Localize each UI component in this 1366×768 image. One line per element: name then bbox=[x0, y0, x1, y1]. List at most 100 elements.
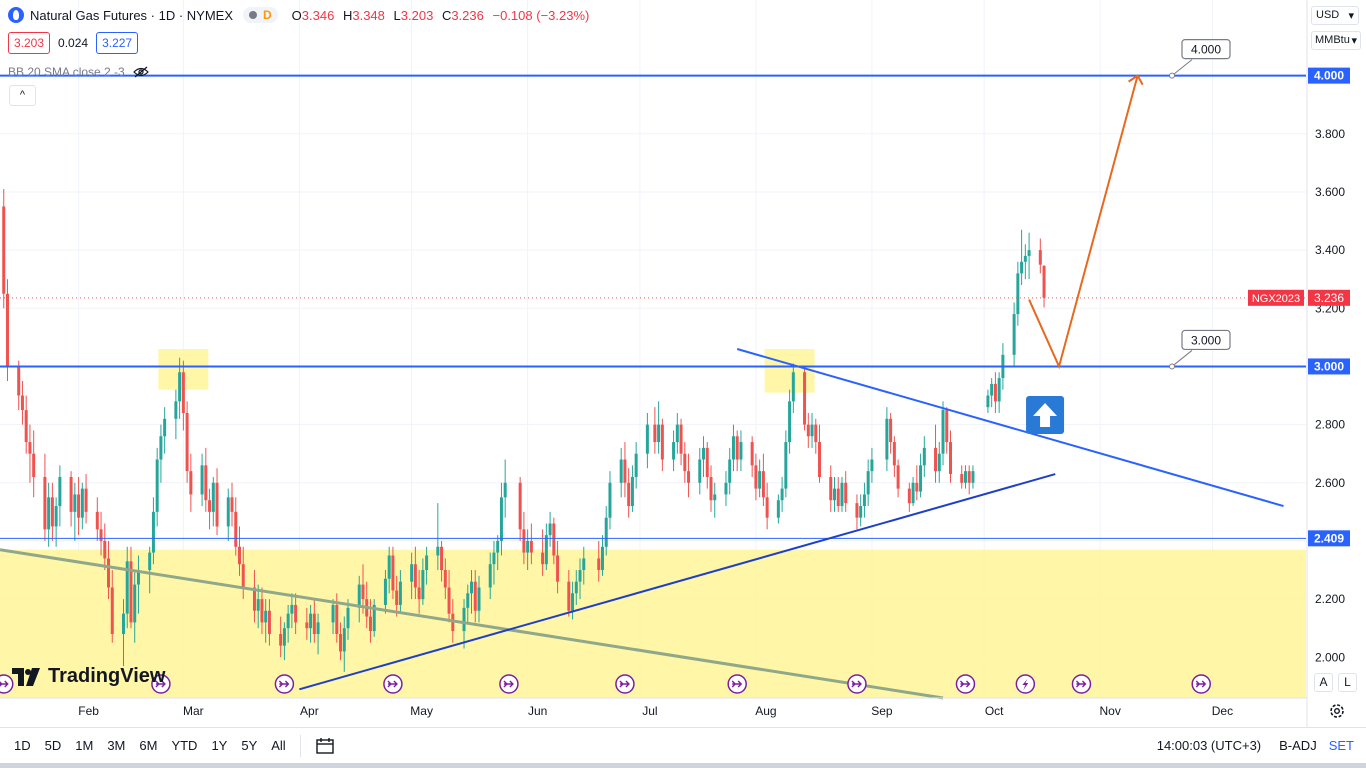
candle-body bbox=[567, 581, 571, 611]
candle-body bbox=[750, 442, 754, 466]
candle-body bbox=[896, 465, 900, 489]
candle-body bbox=[290, 604, 294, 614]
range-ytd[interactable]: YTD bbox=[171, 738, 198, 753]
last-price-label bbox=[1308, 289, 1350, 306]
arrow-glyph bbox=[503, 680, 514, 688]
symbol-title[interactable]: Natural Gas Futures · 1D · NYMEX bbox=[30, 7, 233, 23]
price-tick-label: 3.800 bbox=[1315, 127, 1345, 141]
change-value: −0.108 (−3.23%) bbox=[492, 7, 590, 23]
time-tick-label: Apr bbox=[300, 704, 319, 718]
candle-body bbox=[17, 366, 21, 396]
range-1m[interactable]: 1M bbox=[75, 738, 94, 753]
range-5y[interactable]: 5Y bbox=[241, 738, 258, 753]
candle-body bbox=[50, 497, 54, 527]
time-tick-label: May bbox=[410, 704, 433, 718]
candle-body bbox=[372, 604, 376, 632]
settlement-toggle[interactable]: SET bbox=[1328, 738, 1354, 753]
symbol-price-tag bbox=[1248, 289, 1304, 306]
candle-body bbox=[425, 555, 429, 571]
candle-body bbox=[279, 634, 283, 646]
back-adjust-toggle[interactable]: B-ADJ bbox=[1279, 738, 1317, 753]
candle-body bbox=[466, 593, 470, 608]
candle-body bbox=[870, 459, 874, 472]
candle-body bbox=[69, 476, 73, 512]
price-tick-label: 3.400 bbox=[1315, 243, 1345, 257]
last-price-text: 3.236 bbox=[1314, 291, 1344, 305]
hidden-eye-icon[interactable] bbox=[132, 66, 149, 78]
candle-body bbox=[151, 511, 155, 553]
toolbar-right: 14:00:03 (UTC+3) B-ADJ SET bbox=[1157, 738, 1366, 753]
candle-body bbox=[518, 482, 522, 530]
candle-body bbox=[440, 546, 444, 571]
range-1d[interactable]: 1D bbox=[14, 738, 31, 753]
candle-body bbox=[810, 424, 814, 437]
arrow-glyph bbox=[619, 680, 630, 688]
callout-box bbox=[1181, 329, 1231, 351]
log-scale-button[interactable]: L bbox=[1338, 673, 1357, 692]
time-tick-label: Feb bbox=[78, 704, 99, 718]
candle-body bbox=[556, 555, 560, 582]
candle-body bbox=[630, 476, 634, 507]
open-key: O bbox=[291, 7, 302, 23]
candle-body bbox=[623, 459, 627, 483]
range-3m[interactable]: 3M bbox=[107, 738, 126, 753]
candle-body bbox=[986, 395, 990, 408]
candle-body bbox=[1023, 255, 1027, 262]
forecast-arrowhead bbox=[1128, 74, 1144, 86]
collapse-legend-button[interactable]: ^ bbox=[9, 85, 36, 106]
ohlc-values: O3.346 H3.348 L3.203 C3.236 −0.108 (−3.2… bbox=[292, 8, 595, 23]
candle-body bbox=[410, 564, 414, 582]
candle-body bbox=[129, 561, 133, 623]
candle-body bbox=[95, 511, 99, 530]
gear-icon[interactable] bbox=[1328, 702, 1346, 720]
candle-body bbox=[294, 604, 298, 623]
candle-body bbox=[765, 497, 769, 518]
range-5d[interactable]: 5D bbox=[44, 738, 62, 753]
candle-body bbox=[948, 442, 952, 475]
bid-price[interactable]: 3.203 bbox=[8, 32, 51, 54]
candle-body bbox=[342, 628, 346, 652]
candle-body bbox=[660, 424, 664, 460]
candle-body bbox=[286, 613, 290, 629]
symbol-price-tag-text: NGX2023 bbox=[1252, 293, 1300, 305]
range-6m[interactable]: 6M bbox=[139, 738, 158, 753]
candle-body bbox=[421, 570, 425, 600]
candle-body bbox=[702, 447, 706, 460]
candle-body bbox=[488, 564, 492, 588]
range-all[interactable]: All bbox=[271, 738, 286, 753]
ask-price[interactable]: 3.227 bbox=[96, 32, 139, 54]
time-tick-label: Oct bbox=[985, 704, 1004, 718]
clock-display[interactable]: 14:00:03 (UTC+3) bbox=[1156, 738, 1262, 753]
price-tick-label: 3.600 bbox=[1315, 185, 1345, 199]
candle-body bbox=[5, 293, 9, 367]
close-value: 3.236 bbox=[451, 7, 484, 23]
range-1y[interactable]: 1Y bbox=[211, 738, 228, 753]
arrow-glyph bbox=[959, 680, 971, 688]
tradingview-logo-icon bbox=[12, 667, 40, 686]
market-status-pill[interactable]: D bbox=[243, 7, 278, 23]
calendar-icon[interactable] bbox=[315, 737, 335, 755]
trend-lines bbox=[0, 348, 1284, 700]
candle-body bbox=[107, 558, 111, 588]
callout-anchor bbox=[1169, 72, 1175, 79]
indicator-legend[interactable]: BB 20 SMA close 2 -3 bbox=[8, 65, 149, 79]
spread-value: 0.024 bbox=[58, 36, 89, 50]
candle-body bbox=[862, 494, 866, 507]
candle-body bbox=[496, 540, 500, 553]
candle-body bbox=[395, 590, 399, 605]
auto-scale-button[interactable]: A bbox=[1314, 673, 1333, 692]
candle-body bbox=[672, 442, 676, 460]
unit-select[interactable]: MMBtu ▾ bbox=[1311, 31, 1361, 50]
candle-body bbox=[174, 401, 178, 419]
currency-select[interactable]: USD ▾ bbox=[1311, 6, 1359, 25]
candle-body bbox=[698, 459, 702, 483]
candle-body bbox=[125, 561, 129, 614]
candle-body bbox=[77, 494, 81, 518]
price-chart[interactable]: 4.000 3.000 2.000 2.200 2.409 2.600 2.800 3.00… bbox=[0, 0, 1366, 727]
candle-body bbox=[159, 436, 163, 460]
candle-body bbox=[121, 613, 125, 635]
candle-body bbox=[544, 535, 548, 565]
support-zone bbox=[0, 549, 1306, 698]
gas-flame-icon bbox=[8, 7, 24, 23]
candle-body bbox=[683, 453, 687, 472]
